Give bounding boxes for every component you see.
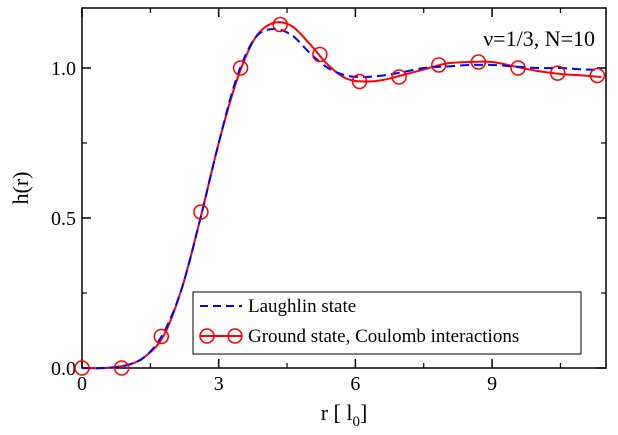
x-tick-label: 6: [350, 373, 360, 395]
ground-state-point: [74, 360, 90, 376]
x-tick-label: 0: [77, 373, 87, 395]
x-axis-title-end: ]: [360, 400, 367, 425]
ground-state-point: [589, 67, 606, 84]
axis-ticks: 0 3 6 9 0.0 0.5 1.0: [51, 8, 606, 395]
ground-state-point: [391, 69, 407, 85]
legend-swatch-ground-marker-left: [199, 328, 215, 344]
ground-state-point: [193, 204, 209, 220]
ground-state-point: [153, 328, 170, 345]
legend-box: [192, 291, 582, 355]
y-tick-label: 0.5: [51, 208, 76, 230]
ground-state-point: [113, 360, 130, 376]
legend-label-ground: Ground state, Coulomb interactions: [248, 326, 519, 347]
y-axis-title: h(r): [8, 172, 33, 205]
x-axis-title: r [ l0]: [321, 400, 368, 430]
laughlin-series-line: [81, 27, 602, 370]
series-layer: [74, 16, 606, 376]
ground-state-series-line: [81, 21, 602, 370]
chart-annotation: ν=1/3, N=10: [483, 26, 595, 51]
legend-swatch-ground-marker-right: [227, 328, 243, 344]
y-tick-label: 1.0: [51, 58, 76, 80]
y-tick-label: 0.0: [51, 358, 76, 380]
ground-state-point: [351, 73, 368, 90]
ground-state-point: [510, 60, 526, 76]
legend: Laughlin state Ground state, Coulomb int…: [192, 291, 582, 355]
x-axis-title-subscript: 0: [352, 414, 360, 430]
ground-state-point: [549, 65, 566, 81]
x-axis-title-main: r [ l: [321, 400, 353, 425]
ground-state-point: [431, 57, 447, 73]
x-tick-label: 9: [487, 373, 497, 395]
ground-state-point: [470, 54, 487, 70]
plot-frame: [81, 7, 607, 369]
ground-state-point: [272, 16, 288, 33]
ground-state-point: [312, 46, 328, 63]
x-tick-label: 3: [214, 373, 224, 395]
ground-state-point: [232, 60, 249, 76]
legend-label-laughlin: Laughlin state: [248, 296, 356, 317]
